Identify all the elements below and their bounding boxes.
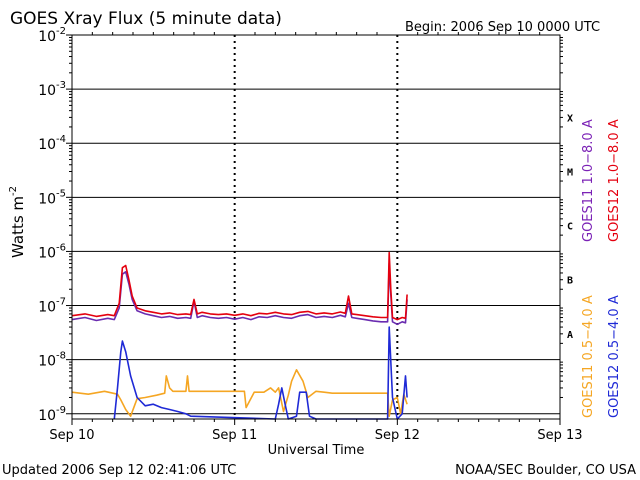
legend: GOES11 1.0−8.0 A GOES12 1.0−8.0 A GOES11 0… [581, 119, 622, 418]
legend-entry: GOES12 1.0−8.0 A [607, 119, 622, 242]
credit-label: NOAA/SEC Boulder, CO USA [455, 463, 636, 478]
y-tick-exp: -6 [56, 242, 66, 253]
series-line [71, 369, 408, 417]
y-tick-label: 10-3 [38, 80, 66, 99]
y-tick-label: 10-5 [38, 188, 66, 207]
flare-class-label: X [567, 113, 573, 124]
x-tick-label: Sep 12 [375, 428, 420, 443]
y-tick-base: 10 [38, 29, 56, 45]
y-tick-base: 10 [38, 408, 56, 424]
y-tick-label: 10-8 [38, 351, 66, 370]
y-tick-base: 10 [38, 137, 56, 153]
y-tick-exp: -5 [56, 188, 66, 199]
y-tick-exp: -9 [56, 405, 66, 416]
plot-background [72, 35, 560, 419]
x-axis-label: Universal Time [268, 443, 365, 458]
chart-title: GOES Xray Flux (5 minute data) [10, 9, 282, 29]
series-layer [71, 251, 408, 420]
x-tick-label: Sep 11 [212, 428, 257, 443]
flare-class-label: C [567, 222, 573, 233]
y-tick-label: 10-2 [38, 26, 66, 45]
y-tick-exp: -2 [56, 26, 66, 37]
y-tick-exp: -7 [56, 297, 66, 308]
svg-text:Watts m-2: Watts m-2 [8, 186, 27, 258]
y-tick-label: 10-7 [38, 297, 66, 316]
y-axis-label-exp: -2 [8, 186, 19, 196]
updated-timestamp: Updated 2006 Sep 12 02:41:06 UTC [2, 463, 236, 478]
flare-class-label: M [567, 168, 573, 179]
y-tick-exp: -3 [56, 80, 66, 91]
y-axis-label: Watts m-2 [8, 186, 27, 258]
y-tick-base: 10 [38, 83, 56, 99]
y-tick-label: 10-6 [38, 242, 66, 261]
legend-entry: GOES11 1.0−8.0 A [581, 119, 596, 242]
plot-area [72, 35, 560, 419]
x-tick-label: Sep 13 [537, 428, 582, 443]
y-tick-base: 10 [38, 245, 56, 261]
begin-date-label: Begin: 2006 Sep 10 0000 UTC [405, 20, 600, 35]
legend-entry: GOES11 0.5−4.0 A [581, 295, 596, 418]
y-tick-exp: -4 [56, 134, 66, 145]
y-tick-base: 10 [38, 300, 56, 316]
y-tick-exp: -8 [56, 351, 66, 362]
x-tick-label: Sep 10 [49, 428, 94, 443]
y-tick-base: 10 [38, 354, 56, 370]
flare-class-label: B [567, 276, 573, 287]
y-tick-label: 10-4 [38, 134, 66, 153]
flare-class-label: A [567, 330, 573, 341]
plot-frame [71, 34, 561, 420]
series-line [71, 251, 408, 321]
y-tick-base: 10 [38, 191, 56, 207]
legend-entry: GOES12 0.5−4.0 A [607, 295, 622, 418]
series-line [113, 326, 408, 420]
y-axis-label-main: Watts m [9, 196, 27, 258]
y-tick-label: 10-9 [38, 405, 66, 424]
